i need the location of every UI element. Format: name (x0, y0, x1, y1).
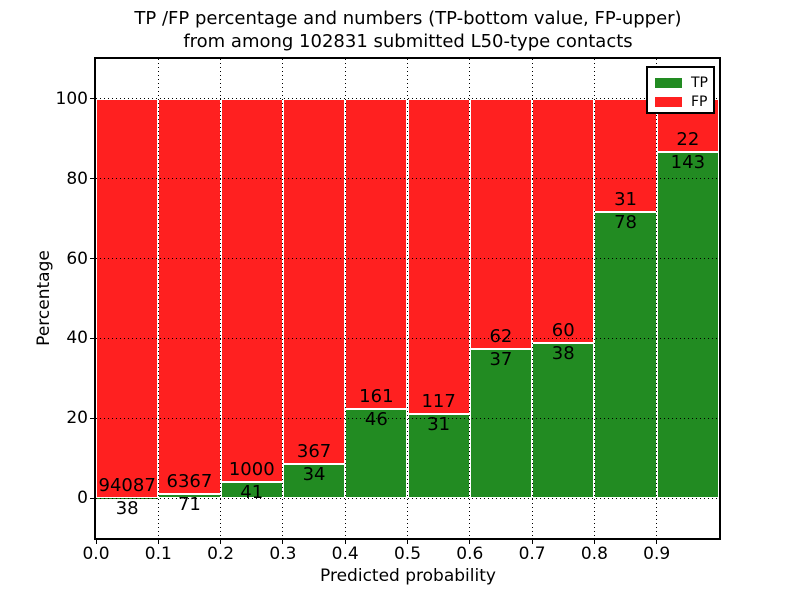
x-tick-label: 0.3 (269, 544, 297, 564)
fp-bar-segment (407, 98, 470, 415)
x-tick (282, 540, 284, 544)
x-tick-label: 0.0 (82, 544, 110, 564)
tp-count-label: 34 (302, 464, 326, 486)
legend-item-tp: TP (655, 73, 713, 92)
vertical-gridline (531, 59, 533, 538)
tp-count-label: 41 (240, 482, 264, 504)
fp-count-label: 94087 (98, 474, 156, 496)
x-tick (593, 540, 595, 544)
legend-item-fp: FP (655, 92, 713, 111)
tp-count-label: 31 (427, 414, 451, 436)
tp-count-label: 38 (115, 497, 139, 519)
fp-bar-segment (282, 98, 346, 465)
y-tick-label: 80 (66, 168, 88, 189)
tp-bar-segment (594, 212, 657, 499)
x-tick (344, 540, 346, 544)
tp-count-label: 38 (551, 343, 575, 365)
chart-title-line2: from among 102831 submitted L50-type con… (183, 31, 633, 52)
x-tick (469, 540, 471, 544)
tp-swatch-icon (655, 77, 682, 88)
fp-count-label: 22 (676, 129, 700, 151)
tp-bar-segment (407, 414, 470, 499)
vertical-gridline (656, 59, 658, 538)
fp-bar-segment (532, 98, 595, 344)
fp-count-label: 6367 (166, 470, 213, 492)
x-tick-label: 0.7 (518, 544, 546, 564)
fp-bar-segment (158, 98, 221, 494)
vertical-gridline (220, 59, 222, 538)
plot-area: 94087 38 6367 71 1000 41 367 34 161 46 117 31 62 37 60… (94, 57, 721, 540)
tp-bar-segment (656, 152, 719, 499)
fp-count-label: 117 (421, 391, 456, 413)
x-tick-label: 0.1 (144, 544, 172, 564)
x-tick-label: 0.9 (643, 544, 671, 564)
vertical-gridline (157, 59, 159, 538)
vertical-gridline (282, 59, 284, 538)
fp-bar-segment (345, 98, 408, 410)
y-tick (90, 98, 94, 100)
vertical-gridline (593, 59, 595, 538)
x-tick (220, 540, 222, 544)
y-axis-label: Percentage (34, 250, 54, 346)
vertical-gridline (344, 59, 346, 538)
tp-bar-segment (158, 493, 221, 499)
fp-bar-segment (96, 98, 159, 498)
x-tick-label: 0.2 (207, 544, 235, 564)
legend: TP FP (646, 66, 715, 114)
x-tick-label: 0.6 (456, 544, 484, 564)
fp-count-label: 31 (614, 189, 637, 211)
y-tick-label: 60 (66, 248, 88, 269)
x-axis-label: Predicted probability (320, 566, 496, 586)
y-tick (90, 258, 94, 260)
tp-bar-segment (532, 343, 595, 499)
tp-bar-segment (345, 409, 408, 499)
x-tick (407, 540, 408, 544)
x-tick (531, 540, 533, 544)
vertical-gridline (469, 59, 471, 538)
fp-count-label: 161 (359, 386, 394, 408)
chart-title-line1: TP /FP percentage and numbers (TP-bottom… (134, 8, 682, 29)
fp-count-label: 62 (489, 325, 513, 347)
tp-bar-segment (469, 348, 533, 499)
y-tick-label: 100 (55, 88, 88, 109)
y-tick-label: 20 (66, 408, 88, 429)
fp-bar-segment (594, 98, 657, 213)
tp-count-label: 71 (177, 493, 201, 515)
y-tick (90, 337, 94, 339)
x-tick-label: 0.8 (580, 544, 608, 564)
tp-count-label: 143 (670, 152, 706, 174)
legend-label-fp: FP (691, 93, 708, 110)
x-tick (157, 540, 159, 544)
tp-count-label: 46 (364, 409, 388, 431)
y-tick-label: 40 (66, 328, 88, 349)
fp-count-label: 60 (551, 320, 575, 342)
x-tick (656, 540, 658, 544)
y-tick (90, 417, 94, 419)
tp-count-label: 37 (489, 348, 513, 370)
x-tick-label: 0.5 (393, 544, 422, 564)
grid-layer (96, 59, 719, 538)
vertical-gridline (407, 59, 408, 538)
y-tick (90, 497, 94, 499)
fp-count-label: 1000 (228, 459, 275, 481)
fp-bar-segment (469, 98, 533, 349)
fp-swatch-icon (655, 96, 682, 107)
tp-count-label: 78 (614, 212, 637, 234)
y-tick (90, 178, 94, 180)
y-tick-label: 0 (77, 488, 88, 509)
x-tick (95, 540, 97, 544)
chart-title: TP /FP percentage and numbers (TP-bottom… (96, 7, 720, 53)
legend-label-tp: TP (691, 74, 708, 91)
x-tick-label: 0.4 (331, 544, 359, 564)
annotations-layer: 94087 38 6367 71 1000 41 367 34 161 46 117 31 62 37 60… (96, 59, 719, 538)
fp-count-label: 367 (296, 441, 332, 463)
